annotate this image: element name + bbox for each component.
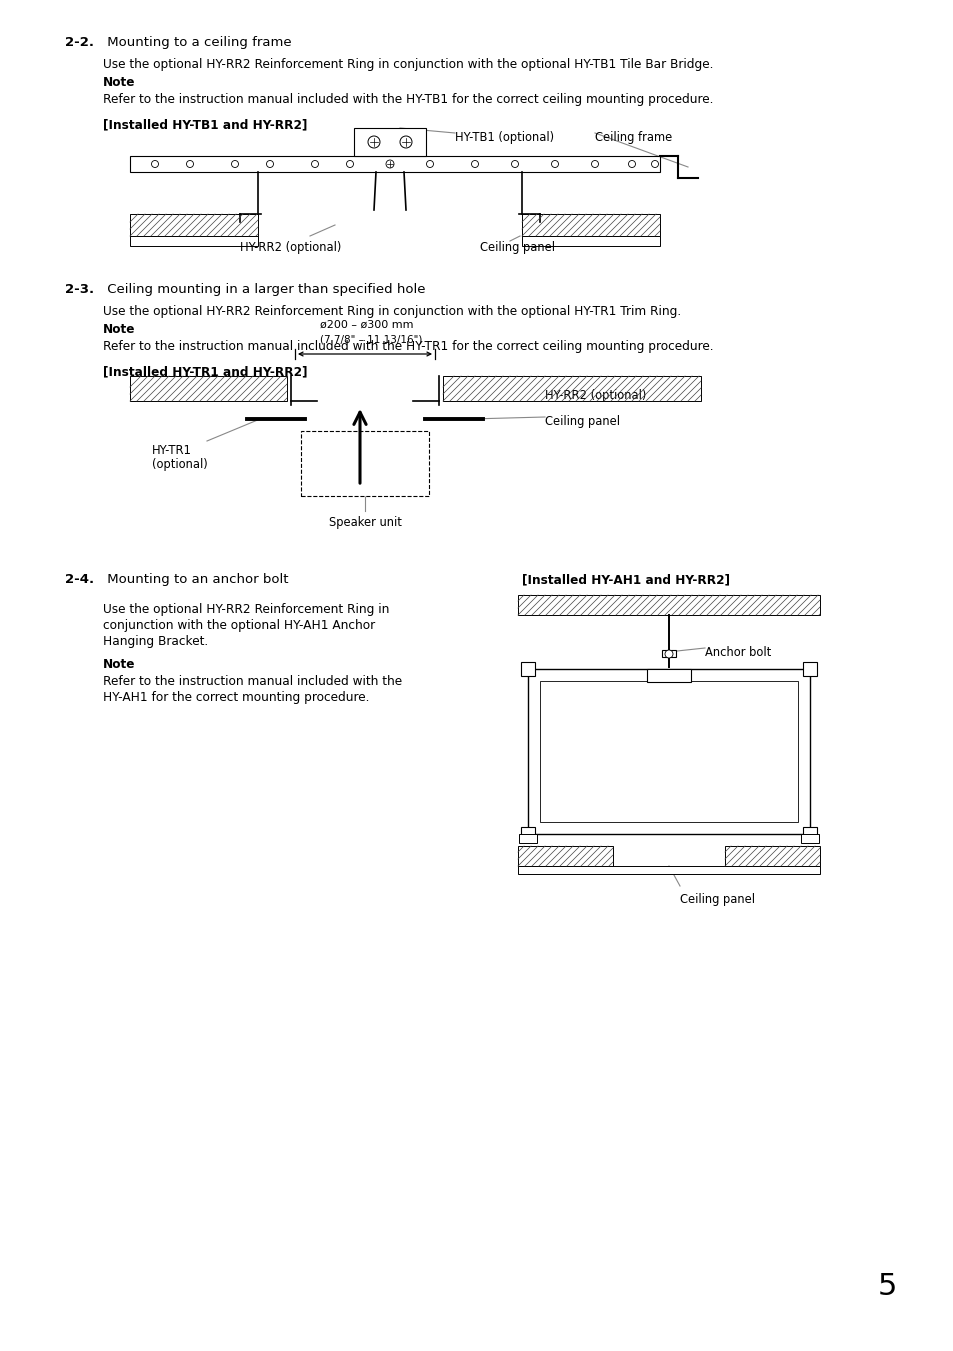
Bar <box>130 376 287 401</box>
Bar <box>520 662 535 676</box>
Text: Use the optional HY-RR2 Reinforcement Ring in conjunction with the optional HY-T: Use the optional HY-RR2 Reinforcement Ri… <box>103 305 680 317</box>
Text: HY-TB1 (optional): HY-TB1 (optional) <box>455 131 554 145</box>
Bar <box>527 669 809 834</box>
Text: Ceiling frame: Ceiling frame <box>595 131 672 145</box>
Text: (optional): (optional) <box>152 458 208 471</box>
Bar <box>802 662 816 676</box>
Bar <box>521 213 659 236</box>
Circle shape <box>591 161 598 168</box>
Bar <box>301 431 429 496</box>
Bar <box>517 594 820 615</box>
Text: Mounting to a ceiling frame: Mounting to a ceiling frame <box>103 36 292 49</box>
Text: 5: 5 <box>877 1273 897 1301</box>
Bar <box>520 827 535 842</box>
Circle shape <box>266 161 274 168</box>
Text: (7 7/8" – 11 13/16"): (7 7/8" – 11 13/16") <box>319 335 422 345</box>
Text: conjunction with the optional HY-AH1 Anchor: conjunction with the optional HY-AH1 Anc… <box>103 619 375 632</box>
Text: Ceiling mounting in a larger than specified hole: Ceiling mounting in a larger than specif… <box>103 282 425 296</box>
Text: Use the optional HY-RR2 Reinforcement Ring in: Use the optional HY-RR2 Reinforcement Ri… <box>103 603 389 616</box>
Text: Refer to the instruction manual included with the HY-TB1 for the correct ceiling: Refer to the instruction manual included… <box>103 93 713 105</box>
Text: (optional): (optional) <box>711 721 767 735</box>
Bar <box>442 376 700 401</box>
Circle shape <box>386 159 394 168</box>
Text: Anchor bolt: Anchor bolt <box>704 646 770 659</box>
Bar <box>518 834 537 843</box>
Text: Ceiling panel: Ceiling panel <box>479 240 555 254</box>
Text: Note: Note <box>103 76 135 89</box>
Bar <box>521 236 659 246</box>
Circle shape <box>368 136 379 149</box>
Bar <box>130 236 257 246</box>
Circle shape <box>312 161 318 168</box>
Circle shape <box>551 161 558 168</box>
Circle shape <box>399 136 412 149</box>
Text: HY-RR2 (optional): HY-RR2 (optional) <box>240 240 341 254</box>
Circle shape <box>651 161 658 168</box>
Text: [Installed HY-AH1 and HY-RR2]: [Installed HY-AH1 and HY-RR2] <box>521 573 729 586</box>
Bar <box>517 866 820 874</box>
Bar <box>801 834 818 843</box>
Bar <box>646 669 690 682</box>
Circle shape <box>664 650 672 658</box>
Text: Note: Note <box>103 658 135 671</box>
Circle shape <box>426 161 433 168</box>
Text: Ceiling panel: Ceiling panel <box>544 415 619 428</box>
Bar <box>517 846 613 866</box>
Text: HY-RR2 (optional): HY-RR2 (optional) <box>559 744 660 758</box>
Circle shape <box>232 161 238 168</box>
Bar <box>539 681 797 821</box>
Text: HY-AH1 for the correct mounting procedure.: HY-AH1 for the correct mounting procedur… <box>103 690 369 704</box>
Circle shape <box>511 161 518 168</box>
Text: HY-AH1: HY-AH1 <box>711 707 753 720</box>
Text: 2-3.: 2-3. <box>65 282 94 296</box>
Text: Hanging Bracket.: Hanging Bracket. <box>103 635 208 648</box>
Circle shape <box>471 161 478 168</box>
Bar <box>130 155 659 172</box>
Circle shape <box>186 161 193 168</box>
Text: Note: Note <box>103 323 135 336</box>
Text: [Installed HY-TR1 and HY-RR2]: [Installed HY-TR1 and HY-RR2] <box>103 365 307 378</box>
Circle shape <box>346 161 354 168</box>
Text: 2-2.: 2-2. <box>65 36 94 49</box>
Circle shape <box>628 161 635 168</box>
Bar <box>724 846 820 866</box>
Text: Use the optional HY-RR2 Reinforcement Ring in conjunction with the optional HY-T: Use the optional HY-RR2 Reinforcement Ri… <box>103 58 713 72</box>
Bar <box>354 128 426 155</box>
Text: Speaker unit: Speaker unit <box>328 516 401 530</box>
Text: Mounting to an anchor bolt: Mounting to an anchor bolt <box>103 573 288 586</box>
Bar <box>661 650 676 657</box>
Text: HY-RR2 (optional): HY-RR2 (optional) <box>544 389 646 403</box>
Text: ø200 – ø300 mm: ø200 – ø300 mm <box>319 320 413 330</box>
Circle shape <box>152 161 158 168</box>
Text: [Installed HY-TB1 and HY-RR2]: [Installed HY-TB1 and HY-RR2] <box>103 118 307 131</box>
Text: HY-TR1: HY-TR1 <box>152 444 192 457</box>
Text: Refer to the instruction manual included with the: Refer to the instruction manual included… <box>103 676 402 688</box>
Text: Ceiling panel: Ceiling panel <box>679 893 754 907</box>
Bar <box>802 827 816 842</box>
Text: 2-4.: 2-4. <box>65 573 94 586</box>
Bar <box>130 213 257 236</box>
Text: Refer to the instruction manual included with the HY-TR1 for the correct ceiling: Refer to the instruction manual included… <box>103 340 713 353</box>
